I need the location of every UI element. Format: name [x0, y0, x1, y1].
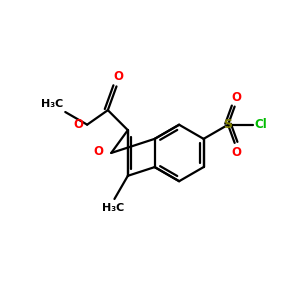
Text: H₃C: H₃C: [102, 203, 124, 213]
Text: O: O: [113, 70, 123, 83]
Text: H₃C: H₃C: [41, 99, 63, 109]
Text: O: O: [231, 91, 241, 103]
Text: Cl: Cl: [255, 118, 268, 131]
Text: O: O: [94, 145, 104, 158]
Text: O: O: [74, 118, 84, 130]
Text: S: S: [224, 118, 232, 131]
Text: O: O: [231, 146, 241, 159]
